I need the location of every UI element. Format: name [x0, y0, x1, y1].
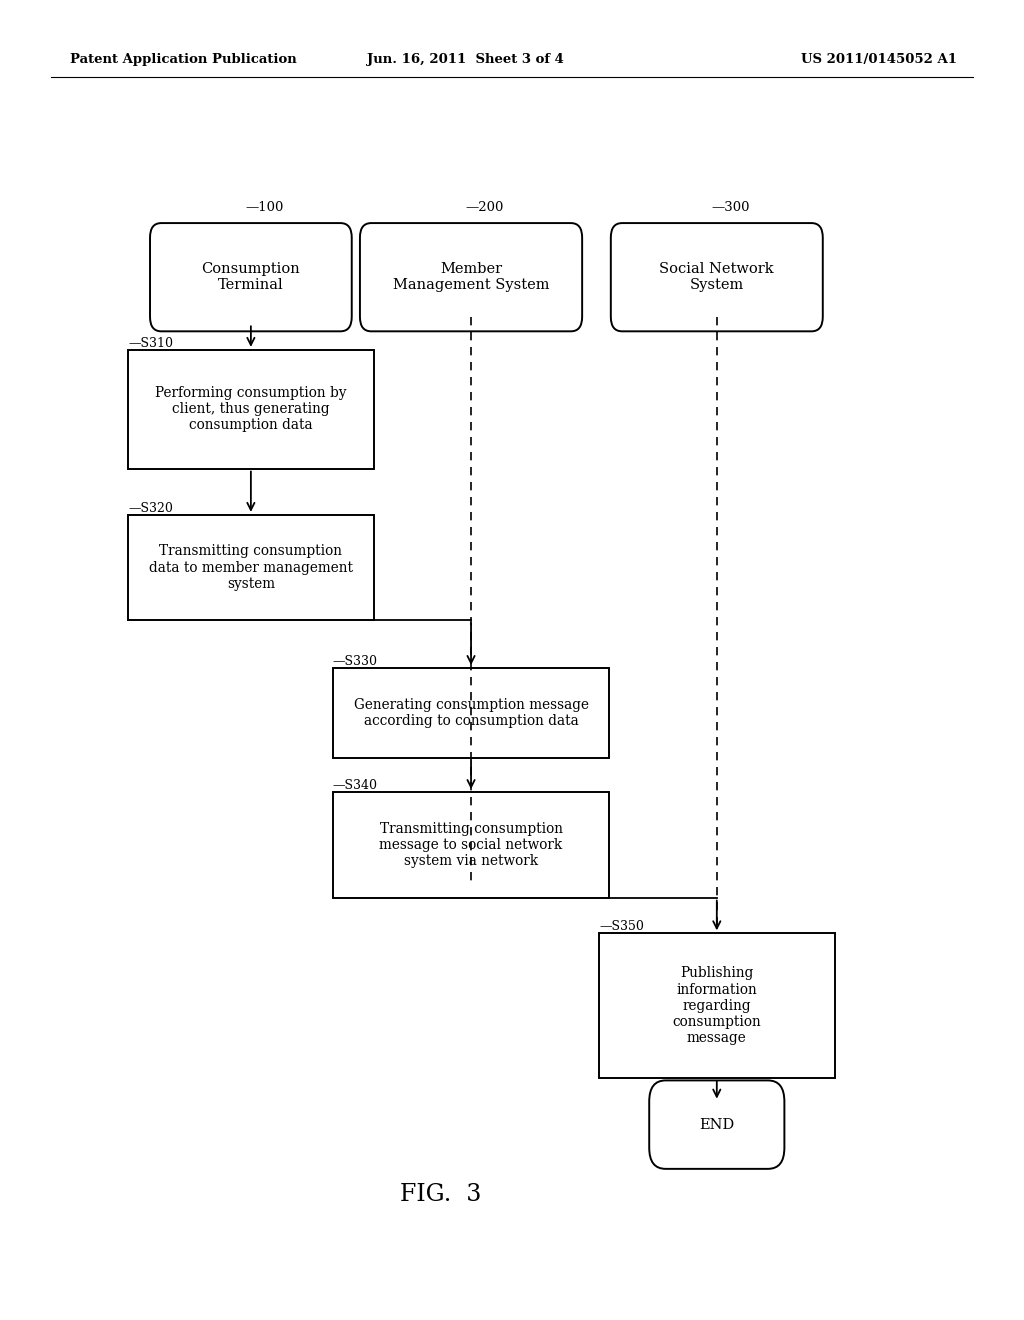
- Text: Consumption
Terminal: Consumption Terminal: [202, 263, 300, 292]
- Text: —S310: —S310: [128, 337, 173, 350]
- Text: Member
Management System: Member Management System: [393, 263, 549, 292]
- Bar: [128, 350, 374, 469]
- Text: —300: —300: [712, 201, 751, 214]
- Text: —S340: —S340: [333, 779, 378, 792]
- Bar: [333, 792, 609, 898]
- Text: —100: —100: [246, 201, 284, 214]
- FancyBboxPatch shape: [150, 223, 352, 331]
- FancyBboxPatch shape: [360, 223, 582, 331]
- Text: Jun. 16, 2011  Sheet 3 of 4: Jun. 16, 2011 Sheet 3 of 4: [368, 53, 564, 66]
- Bar: [599, 933, 835, 1078]
- Bar: [333, 668, 609, 758]
- FancyBboxPatch shape: [649, 1080, 784, 1170]
- Text: —S330: —S330: [333, 655, 378, 668]
- Text: Performing consumption by
client, thus generating
consumption data: Performing consumption by client, thus g…: [155, 385, 347, 433]
- Text: Patent Application Publication: Patent Application Publication: [70, 53, 296, 66]
- Text: US 2011/0145052 A1: US 2011/0145052 A1: [802, 53, 957, 66]
- Text: —200: —200: [466, 201, 504, 214]
- Text: Transmitting consumption
message to social network
system via network: Transmitting consumption message to soci…: [380, 821, 562, 869]
- FancyBboxPatch shape: [610, 223, 822, 331]
- Text: END: END: [699, 1118, 734, 1131]
- Text: —S350: —S350: [599, 920, 644, 933]
- Text: Transmitting consumption
data to member management
system: Transmitting consumption data to member …: [148, 544, 353, 591]
- Text: —S320: —S320: [128, 502, 173, 515]
- Text: FIG.  3: FIG. 3: [399, 1183, 481, 1206]
- Text: Social Network
System: Social Network System: [659, 263, 774, 292]
- Bar: [128, 515, 374, 620]
- Text: Generating consumption message
according to consumption data: Generating consumption message according…: [353, 698, 589, 727]
- Text: Publishing
information
regarding
consumption
message: Publishing information regarding consump…: [673, 966, 761, 1045]
